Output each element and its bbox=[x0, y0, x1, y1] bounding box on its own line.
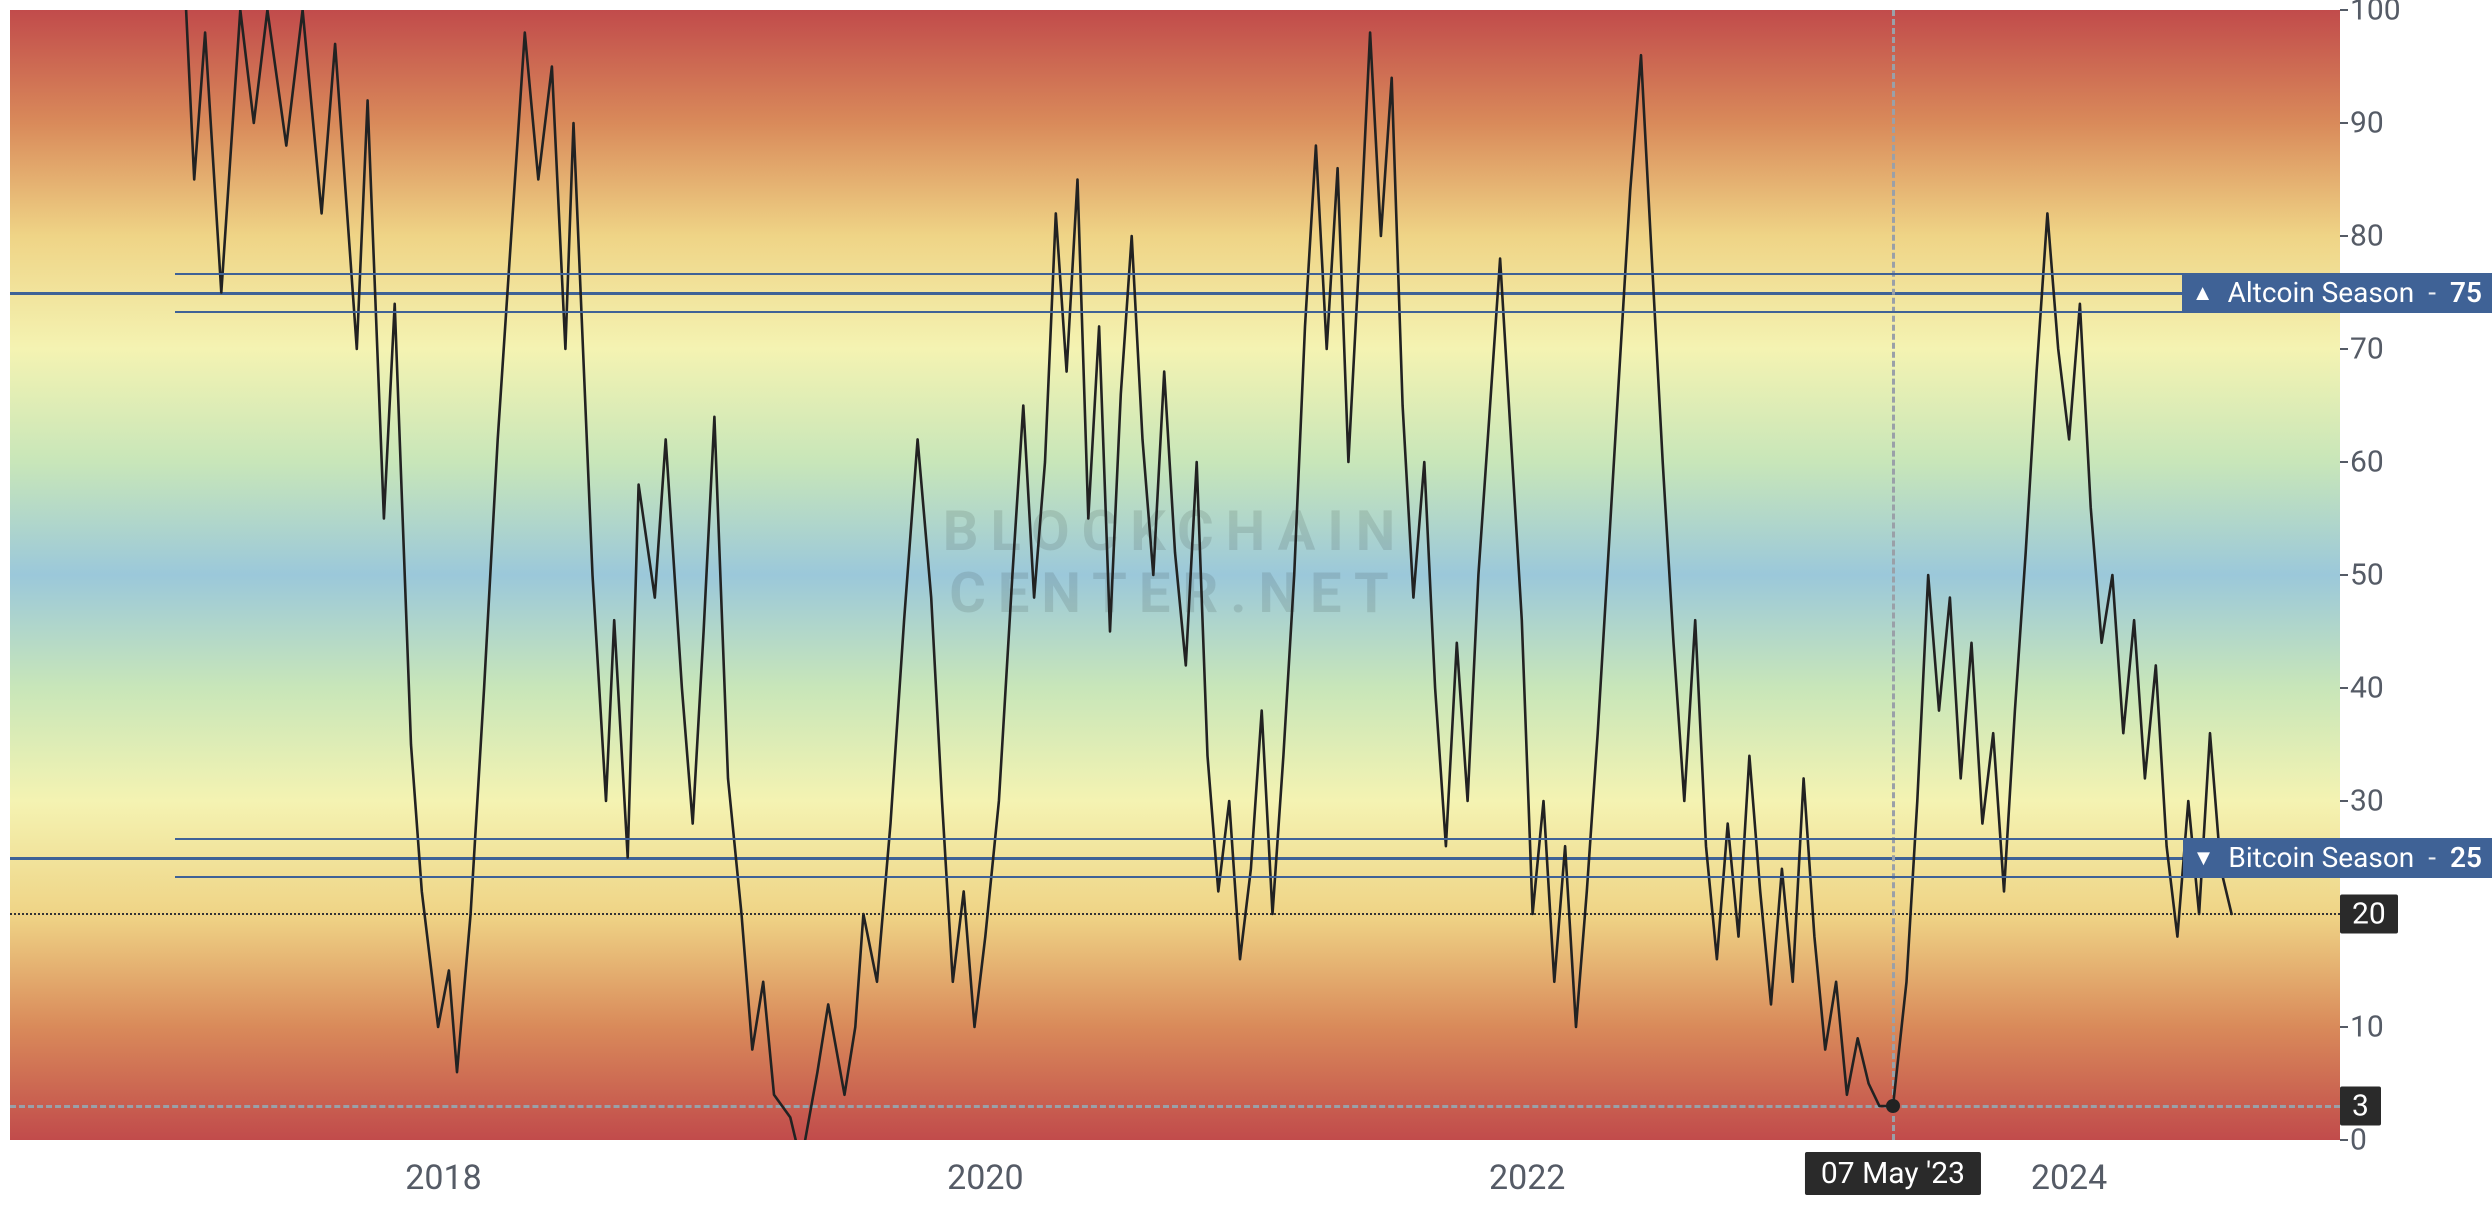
y-tick-mark bbox=[2340, 800, 2348, 802]
y-tick-label: 50 bbox=[2350, 558, 2384, 593]
series-svg bbox=[10, 10, 2340, 1140]
y-tick-mark bbox=[2340, 9, 2348, 11]
x-axis: 2018 2020 2022 2024 07 May '23 bbox=[10, 1140, 2340, 1200]
y-tick-label: 30 bbox=[2350, 784, 2384, 819]
cursor-marker bbox=[1886, 1099, 1900, 1113]
cursor-value-badge: 3 bbox=[2340, 1087, 2381, 1126]
bitcoin-season-badge-value: 25 bbox=[2450, 841, 2482, 874]
altcoin-season-index-chart: BLOCKCHAIN CENTER.NET 0 10 20 30 40 50 60 70 80 9… bbox=[0, 0, 2492, 1210]
y-tick-label: 70 bbox=[2350, 332, 2384, 367]
x-tick-label: 2020 bbox=[947, 1158, 1023, 1198]
y-tick-mark bbox=[2340, 687, 2348, 689]
y-tick-mark bbox=[2340, 461, 2348, 463]
y-tick-mark bbox=[2340, 574, 2348, 576]
bitcoin-season-badge: Bitcoin Season-25 bbox=[175, 838, 2492, 878]
y-tick-mark bbox=[2340, 348, 2348, 350]
plot-area[interactable]: BLOCKCHAIN CENTER.NET bbox=[10, 10, 2340, 1140]
y-tick-label: 10 bbox=[2350, 1010, 2384, 1045]
y-tick-mark bbox=[2340, 122, 2348, 124]
bitcoin-season-badge-label: Bitcoin Season bbox=[2228, 841, 2414, 874]
y-axis: 0102030405060708090100Altcoin Season-75B… bbox=[2340, 10, 2490, 1140]
y-tick-label: 100 bbox=[2350, 0, 2401, 28]
y-tick-mark bbox=[2340, 1026, 2348, 1028]
altcoin-season-badge-label: Altcoin Season bbox=[2228, 276, 2415, 309]
y-tick-mark bbox=[2340, 235, 2348, 237]
y-tick-mark bbox=[2340, 1139, 2348, 1141]
y-tick-label: 60 bbox=[2350, 445, 2384, 480]
x-tick-label: 2018 bbox=[405, 1158, 481, 1198]
x-tick-label: 2024 bbox=[2031, 1158, 2107, 1198]
y-tick-label: 90 bbox=[2350, 106, 2384, 141]
y-tick-label: 80 bbox=[2350, 219, 2384, 254]
altcoin-season-badge-value: 75 bbox=[2450, 276, 2482, 309]
altcoin-season-badge: Altcoin Season-75 bbox=[175, 273, 2492, 313]
cursor-date-badge: 07 May '23 bbox=[1805, 1152, 1981, 1195]
current-value-badge: 20 bbox=[2340, 895, 2398, 934]
y-tick-label: 40 bbox=[2350, 671, 2384, 706]
x-tick-label: 2022 bbox=[1489, 1158, 1565, 1198]
y-tick-label: 0 bbox=[2350, 1123, 2367, 1158]
